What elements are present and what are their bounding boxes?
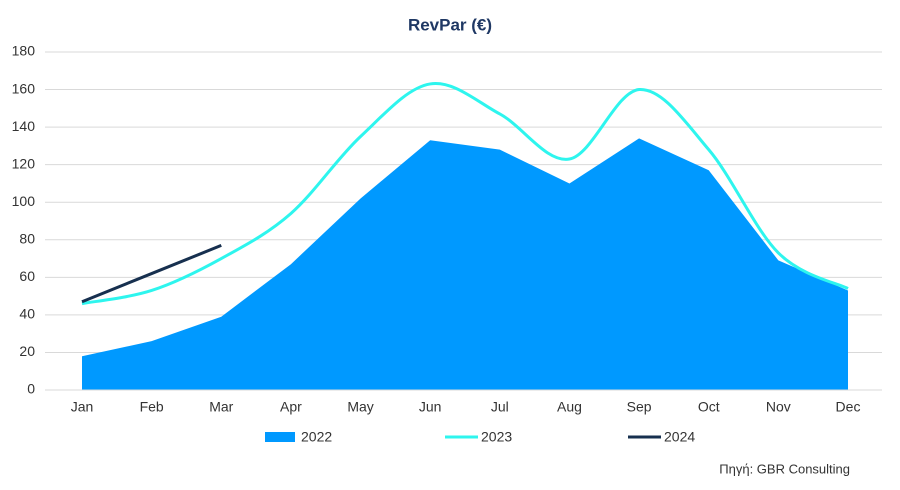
x-tick-label: Nov [766,399,791,415]
y-tick-label: 0 [27,381,35,397]
chart-title: RevPar (€) [408,15,492,34]
y-tick-label: 120 [12,155,36,171]
x-tick-label: Jan [71,399,94,415]
y-tick-label: 160 [12,80,36,96]
y-tick-label: 80 [19,230,35,246]
legend-label: 2024 [664,429,695,445]
legend-label: 2023 [481,429,512,445]
line [81,244,222,304]
line [81,82,849,306]
legend-swatch [265,432,295,442]
y-tick-label: 180 [12,43,36,59]
y-tick-label: 20 [19,343,35,359]
y-tick-label: 40 [19,306,35,322]
source: Πηγή: GBR Consulting [719,461,850,476]
x-tick-label: Apr [280,399,302,415]
y-tick-label: 100 [12,193,36,209]
x-tick-label: Jun [419,399,442,415]
x-tick-label: May [347,399,373,415]
area [82,138,848,390]
x-tick-label: Mar [209,399,233,415]
x-tick-label: Sep [627,399,652,415]
y-tick-label: 60 [19,268,35,284]
legend-label: 2022 [301,429,332,445]
x-tick-label: Jul [491,399,509,415]
x-tick-label: Feb [140,399,164,415]
y-tick-label: 140 [12,118,36,134]
x-tick-label: Oct [698,399,720,415]
x-tick-label: Aug [557,399,582,415]
x-tick-label: Dec [836,399,861,415]
